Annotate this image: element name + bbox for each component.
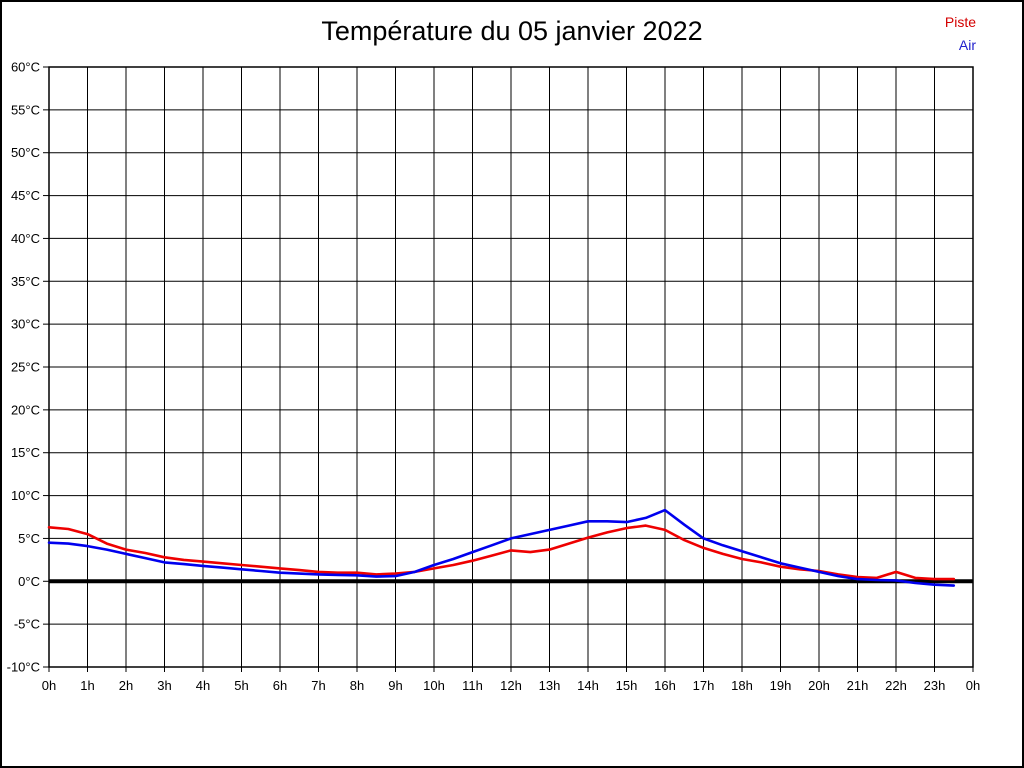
x-tick-label: 0h xyxy=(42,678,56,693)
x-tick-label: 5h xyxy=(234,678,248,693)
x-tick-label: 10h xyxy=(423,678,445,693)
x-tick-label: 9h xyxy=(388,678,402,693)
x-tick-label: 12h xyxy=(500,678,522,693)
air-line xyxy=(47,508,956,587)
x-tick-label: 21h xyxy=(847,678,869,693)
y-tick-label: 20°C xyxy=(11,402,40,417)
plot-frame xyxy=(48,66,974,668)
x-tick-label: 16h xyxy=(654,678,676,693)
y-tick-label: 25°C xyxy=(11,360,40,375)
y-tick-label: -10°C xyxy=(7,660,40,675)
chart-title: Température du 05 janvier 2022 xyxy=(321,16,703,46)
x-tick-label: 2h xyxy=(119,678,133,693)
y-tick-label: 60°C xyxy=(11,60,40,75)
y-tick-label: 45°C xyxy=(11,188,40,203)
x-tick-label: 11h xyxy=(462,678,483,693)
chart-legend: Piste Air xyxy=(945,11,976,57)
x-tick-label: 18h xyxy=(731,678,753,693)
x-tick-label: 8h xyxy=(350,678,364,693)
y-tick-label: 30°C xyxy=(11,317,40,332)
x-tick-label: 15h xyxy=(616,678,638,693)
x-axis-labels: 0h 1h 2h 3h 4h 5h 6h 7h 8h 9h 10h 11h 12h 13h 14h 15h 16… xyxy=(42,678,980,693)
x-tick-label: 0h xyxy=(966,678,980,693)
x-tick-label: 22h xyxy=(885,678,907,693)
x-tick-label: 14h xyxy=(577,678,599,693)
y-tick-label: 35°C xyxy=(11,274,40,289)
x-tick-label: 3h xyxy=(157,678,171,693)
legend-item-piste: Piste xyxy=(944,14,976,30)
y-tick-label: 5°C xyxy=(18,531,40,546)
x-tick-label: 17h xyxy=(693,678,715,693)
x-tick-label: 1h xyxy=(80,678,94,693)
y-tick-label: -5°C xyxy=(14,617,40,632)
y-tick-label: 10°C xyxy=(11,488,40,503)
x-tick-label: 4h xyxy=(196,678,210,693)
y-tick-label: 0°C xyxy=(18,574,40,589)
x-tick-label: 6h xyxy=(273,678,287,693)
x-tick-label: 19h xyxy=(770,678,792,693)
x-tick-label: 23h xyxy=(924,678,946,693)
y-tick-label: 15°C xyxy=(11,445,40,460)
y-tick-label: 55°C xyxy=(11,102,40,117)
legend-item-air: Air xyxy=(958,37,976,53)
y-tick-label: 50°C xyxy=(11,145,40,160)
x-tick-label: 13h xyxy=(539,678,561,693)
x-tick-label: 7h xyxy=(311,678,325,693)
grid-lines xyxy=(43,66,974,672)
y-axis-labels: 60°C 55°C 50°C 45°C 40°C 35°C 30°C 25°C 20°C 15°C… xyxy=(7,60,40,675)
y-tick-label: 40°C xyxy=(11,231,40,246)
x-tick-label: 20h xyxy=(808,678,830,693)
